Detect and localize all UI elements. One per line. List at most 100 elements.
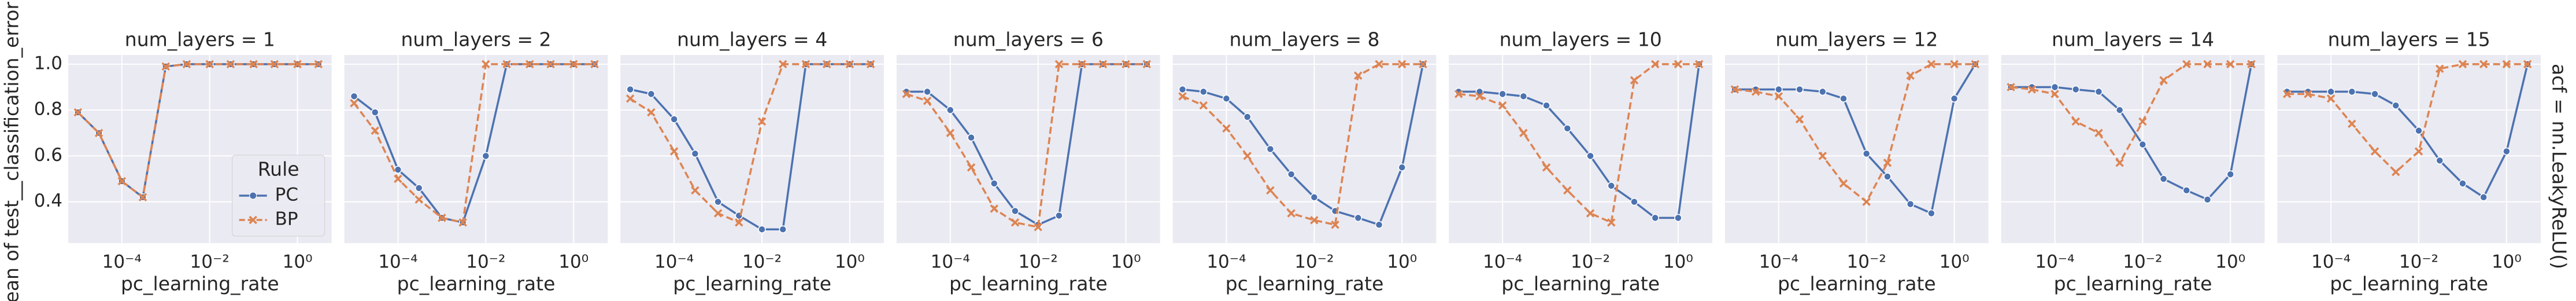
- x-axis-label: pc_learning_rate: [397, 273, 556, 295]
- point-marker: [2051, 83, 2059, 91]
- point-marker: [1950, 94, 1959, 103]
- point-marker: [2458, 60, 2467, 69]
- point-marker: [1243, 113, 1252, 121]
- point-marker: [1419, 60, 1427, 69]
- point-marker: [1774, 92, 1783, 101]
- series: [1730, 60, 1980, 206]
- series: [2007, 60, 2256, 167]
- point-marker: [1222, 124, 1231, 133]
- plot-background: [1449, 55, 1712, 243]
- x-tick-label: 10⁻⁴: [378, 252, 417, 273]
- point-marker: [1586, 209, 1595, 218]
- point-marker: [2479, 60, 2488, 69]
- point-marker: [458, 218, 467, 227]
- point-marker: [2051, 90, 2059, 98]
- point-marker: [546, 60, 555, 69]
- point-marker: [94, 129, 103, 137]
- point-marker: [2115, 159, 2124, 167]
- point-marker: [502, 60, 511, 69]
- point-marker: [2138, 140, 2147, 149]
- x-tick-label: 10⁰: [1111, 252, 1141, 273]
- panel-title: num_layers = 15: [2328, 28, 2490, 51]
- point-marker: [1586, 152, 1594, 160]
- point-marker: [73, 108, 83, 117]
- point-marker: [967, 133, 975, 142]
- point-marker: [249, 60, 258, 69]
- point-marker: [2182, 60, 2191, 69]
- point-marker: [647, 108, 656, 117]
- series-line: [1734, 63, 1975, 204]
- point-marker: [1927, 60, 1936, 69]
- point-marker: [2159, 76, 2168, 85]
- point-marker: [1287, 170, 1296, 178]
- point-marker: [714, 197, 722, 206]
- point-marker: [1011, 218, 1020, 227]
- x-axis-label: pc_learning_rate: [1226, 273, 1384, 295]
- point-marker: [1542, 101, 1550, 109]
- point-marker: [2503, 147, 2511, 156]
- point-marker: [626, 85, 634, 94]
- point-marker: [1906, 200, 1915, 208]
- point-marker: [1078, 60, 1086, 69]
- point-marker: [1475, 92, 1484, 101]
- point-marker: [845, 60, 854, 69]
- series: [2282, 60, 2532, 177]
- plot-background: [897, 55, 1160, 243]
- point-marker: [438, 214, 446, 222]
- point-marker: [394, 166, 402, 174]
- point-marker: [1354, 214, 1363, 222]
- point-marker: [990, 204, 998, 213]
- point-marker: [2007, 83, 2015, 91]
- point-marker: [1607, 182, 1615, 190]
- point-marker: [1796, 85, 1804, 94]
- point-marker: [1519, 92, 1528, 101]
- point-marker: [1674, 214, 1682, 222]
- series-line: [906, 63, 1147, 229]
- point-marker: [350, 98, 358, 108]
- point-marker: [1694, 60, 1704, 69]
- series-line: [2011, 63, 2252, 165]
- plot-background: [1172, 55, 1437, 243]
- plot-background: [2001, 55, 2265, 243]
- plot-background: [1725, 55, 1989, 243]
- point-marker: [1650, 60, 1660, 69]
- point-marker: [2138, 117, 2147, 126]
- point-marker: [1178, 85, 1187, 94]
- point-marker: [482, 60, 490, 69]
- point-marker: [2027, 85, 2036, 94]
- point-marker: [1243, 152, 1252, 160]
- x-tick-label: 10⁻²: [1847, 252, 1886, 273]
- point-marker: [1398, 60, 1407, 69]
- point-marker: [1651, 214, 1659, 222]
- point-marker: [2326, 94, 2336, 103]
- point-marker: [1818, 152, 1827, 160]
- point-marker: [482, 152, 490, 160]
- legend-marker: [249, 215, 257, 225]
- point-marker: [1375, 221, 1383, 229]
- x-tick-label: 10⁰: [2492, 252, 2522, 273]
- point-marker: [779, 225, 787, 233]
- point-marker: [1142, 60, 1152, 69]
- x-tick-label: 10⁻⁴: [102, 252, 142, 273]
- point-marker: [371, 108, 379, 116]
- point-marker: [2203, 60, 2212, 69]
- point-marker: [1674, 60, 1683, 69]
- point-marker: [2327, 87, 2335, 96]
- series: [2283, 60, 2531, 201]
- series: [626, 60, 875, 227]
- y-tick-label: 0.6: [34, 145, 62, 166]
- point-marker: [394, 174, 402, 183]
- point-marker: [2159, 175, 2168, 183]
- point-marker: [226, 60, 235, 69]
- point-marker: [1266, 145, 1275, 153]
- y-tick-label: 0.8: [34, 99, 62, 120]
- legend-entry: PC: [239, 185, 298, 205]
- panel-title: num_layers = 4: [677, 28, 827, 51]
- panel-title: num_layers = 12: [1775, 28, 1938, 51]
- point-marker: [902, 90, 911, 98]
- x-tick-label: 10⁰: [835, 252, 865, 273]
- point-marker: [923, 97, 932, 105]
- x-tick-label: 10⁻²: [1571, 252, 1610, 273]
- point-marker: [713, 209, 723, 218]
- point-marker: [801, 60, 810, 69]
